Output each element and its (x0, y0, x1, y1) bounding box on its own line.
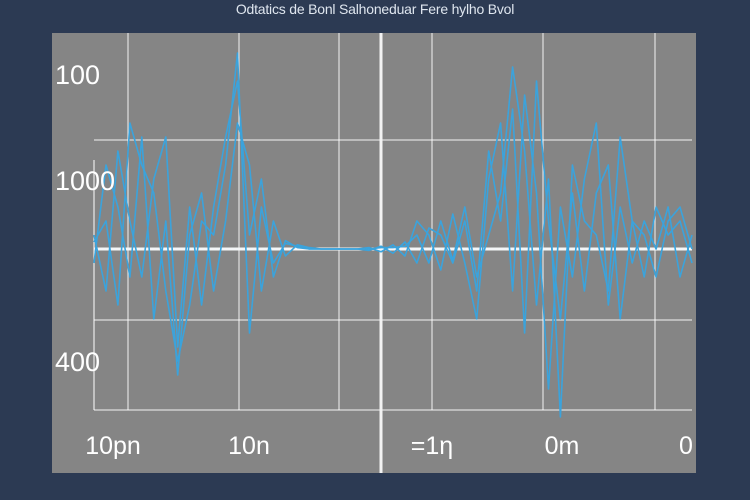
x-tick-label-4: 0 (679, 432, 693, 460)
series-line-2 (93, 80, 693, 348)
x-tick-label-0: 10pn (85, 432, 141, 460)
x-tick-label-1: 10n (228, 432, 270, 460)
x-tick-label-2: =1η (411, 432, 453, 460)
grid-lines (93, 33, 692, 473)
y-tick-label-0: 100 (55, 60, 100, 90)
x-tick-label-3: 0m (545, 432, 580, 460)
series-line-0 (93, 52, 693, 418)
y-tick-label-1: 1000 (55, 166, 115, 196)
chart-title: Odtatics de Bonl Salhoneduar Fere hylho … (235, 1, 515, 17)
series-layer (93, 52, 693, 418)
series-line-1 (93, 94, 693, 390)
y-tick-label-2: 400 (55, 347, 100, 377)
tick-labels: 100 1000 400 10pn 10n =1η 0m 0 (55, 60, 693, 460)
